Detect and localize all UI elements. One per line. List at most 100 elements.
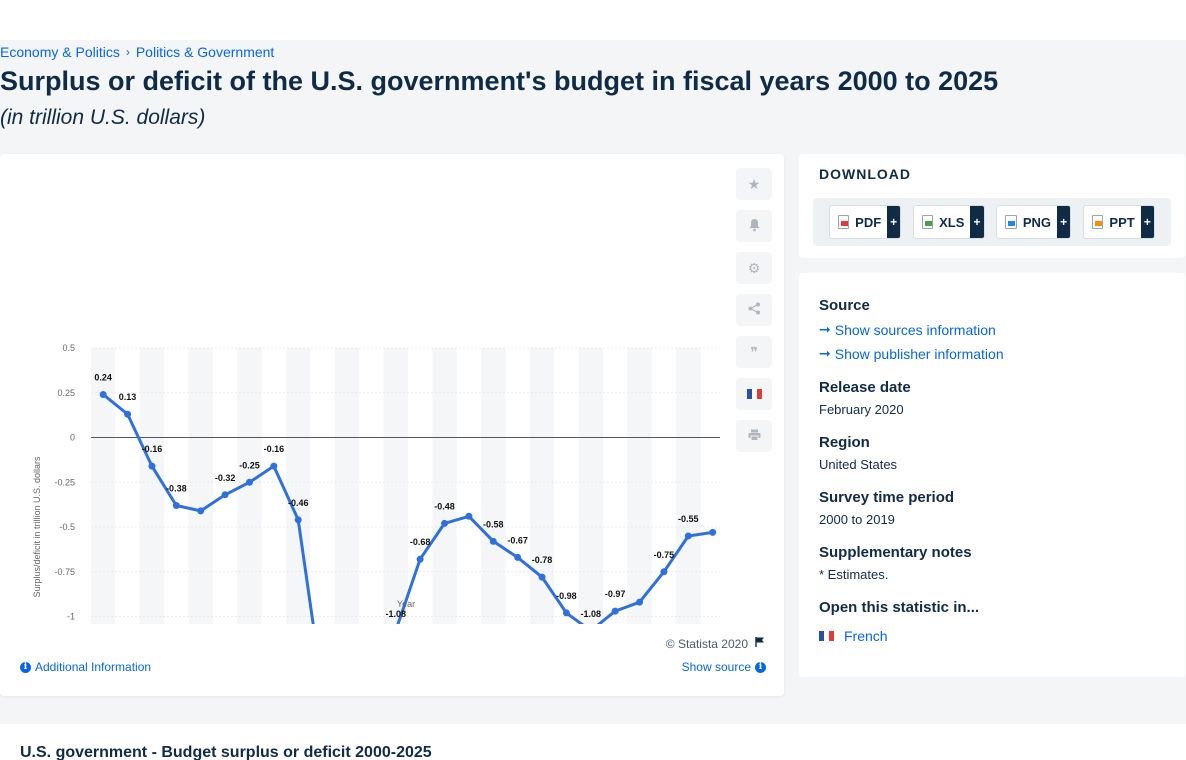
open-in-french-link[interactable]: French <box>819 628 888 644</box>
download-pdf-button[interactable]: PDF + <box>829 205 901 239</box>
y-tick-label: 0.25 <box>57 388 75 398</box>
survey-period-value: 2000 to 2019 <box>819 512 895 527</box>
data-label: -0.97 <box>605 589 626 599</box>
data-point <box>148 462 156 470</box>
column-band <box>578 348 603 624</box>
data-label: -0.58 <box>483 519 504 529</box>
data-label: -0.68 <box>410 537 431 547</box>
chart-card: 0.50.250-0.25-0.5-0.75-1-1.25-1.5 '00'01… <box>0 154 784 696</box>
french-version-button[interactable] <box>736 378 772 410</box>
plus-icon: + <box>970 206 984 238</box>
data-point <box>124 410 132 418</box>
notification-button[interactable] <box>736 210 772 242</box>
share-button[interactable] <box>736 294 772 326</box>
arrow-right-icon: ➞ <box>819 321 831 337</box>
data-point <box>636 598 644 606</box>
data-point <box>221 491 229 499</box>
breadcrumb-politics-government[interactable]: Politics & Government <box>135 44 275 60</box>
top-bar <box>0 0 1186 40</box>
data-label: -0.98 <box>556 591 577 601</box>
bell-icon <box>748 218 761 235</box>
settings-button[interactable]: ⚙ <box>736 252 772 284</box>
column-band <box>432 348 457 624</box>
xls-file-icon <box>921 215 934 229</box>
data-label: -0.38 <box>166 484 187 494</box>
column-band <box>91 348 116 624</box>
data-point <box>465 512 473 520</box>
y-axis-title: Surplus/deficit in trillion U.S. dollars <box>32 456 42 598</box>
png-file-icon <box>1005 215 1017 229</box>
download-buttons: PDF + XLS + PNG + PPT + <box>813 198 1171 246</box>
star-icon: ★ <box>747 175 761 192</box>
share-icon <box>748 302 761 318</box>
ppt-file-icon <box>1091 215 1104 229</box>
data-label: -0.48 <box>434 501 455 511</box>
download-pdf-label: PDF <box>855 214 882 230</box>
data-point <box>416 555 424 563</box>
quote-icon: ❞ <box>750 343 758 360</box>
column-band <box>188 348 213 624</box>
cite-button[interactable]: ❞ <box>736 336 772 368</box>
related-statistic-card: U.S. government - Budget surplus or defi… <box>0 724 1186 760</box>
data-point <box>538 573 546 581</box>
data-point <box>172 502 180 510</box>
data-point <box>709 528 717 536</box>
printer-icon <box>748 428 761 444</box>
breadcrumb-economy-politics[interactable]: Economy & Politics <box>0 44 120 60</box>
info-icon: i <box>755 661 766 673</box>
page-subtitle: (in trillion U.S. dollars) <box>0 106 206 129</box>
data-label: 0.24 <box>94 373 112 383</box>
supplementary-notes-label: Supplementary notes <box>819 544 972 561</box>
data-point <box>514 553 522 561</box>
y-tick-label: -0.5 <box>59 522 75 532</box>
additional-information-link[interactable]: i Additional Information <box>20 660 151 674</box>
column-band <box>676 348 701 624</box>
data-label: -1.08 <box>581 609 602 619</box>
data-point <box>270 462 278 470</box>
series-line <box>102 393 713 624</box>
data-point <box>489 537 497 545</box>
supplementary-notes-value: * Estimates. <box>819 567 889 582</box>
data-point <box>611 607 619 615</box>
data-label: 0.13 <box>119 392 137 402</box>
copyright-text: © Statista 2020 <box>665 636 748 651</box>
data-label: -0.78 <box>532 555 553 565</box>
download-title: DOWNLOAD <box>819 166 911 182</box>
download-ppt-label: PPT <box>1109 214 1135 230</box>
line-chart: 0.50.250-0.25-0.5-0.75-1-1.25-1.5 '00'01… <box>32 343 720 624</box>
x-axis-title: Year <box>397 599 415 609</box>
copyright: © Statista 2020 <box>666 636 766 651</box>
favorite-star-button[interactable]: ★ <box>736 168 772 200</box>
data-label: -0.46 <box>288 498 309 508</box>
show-publisher-label: Show publisher information <box>834 345 1004 362</box>
region-value: United States <box>819 457 898 472</box>
show-publisher-link[interactable]: ➞ Show publisher information <box>819 345 1004 362</box>
plus-icon: + <box>1057 206 1071 238</box>
print-button[interactable] <box>736 420 772 452</box>
data-label: -0.75 <box>654 550 675 560</box>
download-png-button[interactable]: PNG + <box>996 205 1072 239</box>
column-band <box>481 348 506 624</box>
plus-icon: + <box>1140 206 1154 238</box>
download-png-label: PNG <box>1022 214 1051 230</box>
download-xls-button[interactable]: XLS + <box>912 205 985 239</box>
data-label: -1.08 <box>385 609 406 619</box>
show-sources-link[interactable]: ➞ Show sources information <box>819 321 996 338</box>
download-ppt-button[interactable]: PPT + <box>1082 205 1155 239</box>
arrow-right-icon: ➞ <box>819 345 831 361</box>
gear-icon: ⚙ <box>747 259 761 276</box>
download-xls-label: XLS <box>939 214 965 230</box>
show-source-label: Show source <box>681 660 751 674</box>
column-band <box>529 348 555 624</box>
y-tick-label: -0.75 <box>54 567 75 577</box>
data-point <box>660 568 668 576</box>
column-band <box>383 348 408 624</box>
region-label: Region <box>819 434 870 451</box>
pdf-file-icon <box>838 215 850 229</box>
data-label: -0.25 <box>239 460 260 470</box>
related-statistic-title[interactable]: U.S. government - Budget surplus or defi… <box>20 744 432 760</box>
release-date-value: February 2020 <box>819 402 904 417</box>
show-source-link[interactable]: Show source i <box>682 660 766 674</box>
chart-toolbar: ★ ⚙ ❞ <box>736 168 772 452</box>
column-band <box>627 348 652 624</box>
